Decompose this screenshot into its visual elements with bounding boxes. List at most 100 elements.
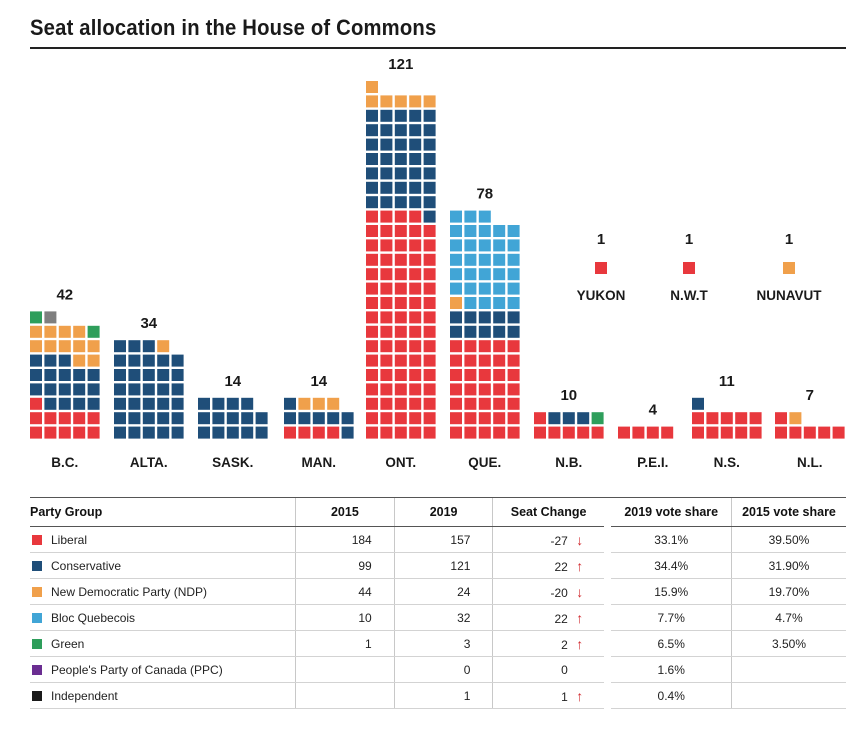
seat-square-liberal xyxy=(394,210,407,223)
header-2019: 2019 xyxy=(393,497,493,527)
seat-square-conservative xyxy=(128,383,141,396)
seat-square-liberal xyxy=(394,268,407,281)
seat-square-conservative xyxy=(73,397,86,410)
seat-square-ndp xyxy=(789,412,802,425)
province-label-n-s: N.S. xyxy=(714,455,740,470)
seat-square-liberal xyxy=(507,383,520,396)
seat-square-liberal xyxy=(507,397,520,410)
seat-square-liberal xyxy=(735,412,748,425)
seat-change-cell: 22 ↑ xyxy=(492,552,604,579)
seat-square-conservative xyxy=(142,369,155,381)
party-name: Liberal xyxy=(51,532,88,547)
seat-square-liberal xyxy=(493,354,506,367)
seat-square-conservative xyxy=(171,383,184,396)
seat-square-conservative xyxy=(157,397,170,410)
seat-square-conservative xyxy=(142,340,155,353)
vote-share-2019-cell: 33.1% xyxy=(611,526,732,553)
province-total-ont: 121 xyxy=(388,56,413,73)
seat-square-conservative xyxy=(171,426,184,439)
seat-square-liberal xyxy=(380,225,393,237)
seat-square-liberal xyxy=(478,340,491,353)
seat-square-liberal xyxy=(493,412,506,425)
vote-share-2019-cell: 0.4% xyxy=(611,682,732,709)
province-total-n-s: 11 xyxy=(719,373,735,390)
seat-square-bloc xyxy=(464,268,477,281)
seat-square-liberal xyxy=(44,412,57,425)
seat-square-conservative xyxy=(226,412,239,425)
seat-square-conservative xyxy=(284,412,296,425)
seat-square-liberal xyxy=(749,412,762,425)
seat-square-bloc xyxy=(507,297,520,309)
seat-square-bloc xyxy=(493,282,506,295)
header-2015-vote-share: 2015 vote share xyxy=(730,497,846,527)
seat-square-conservative xyxy=(171,354,184,367)
seat-square-bloc xyxy=(450,253,462,266)
seat-square-conservative xyxy=(212,426,225,439)
seat-square-bloc xyxy=(464,253,477,266)
seat-square-liberal xyxy=(73,426,86,439)
vote-share-2019-cell: 7.7% xyxy=(611,604,732,631)
seat-square-conservative xyxy=(409,181,422,194)
seat-square-conservative xyxy=(241,426,254,439)
province-total-que: 78 xyxy=(476,186,493,203)
vote-share-2019-cell: 34.4% xyxy=(611,552,732,579)
province-total-sask: 14 xyxy=(224,373,241,390)
vote-share-2015-cell: 39.50% xyxy=(730,526,846,553)
seat-square-conservative xyxy=(58,369,71,381)
seat-square-conservative xyxy=(128,426,141,439)
seat-square-liberal xyxy=(534,426,546,439)
seats-2019-cell: 24 xyxy=(393,578,493,605)
seat-square-conservative xyxy=(409,138,422,151)
table-row: People's Party of Canada (PPC) 0 0 1.6% xyxy=(30,656,846,683)
seat-square-conservative xyxy=(44,383,57,396)
seat-square-liberal xyxy=(464,369,477,381)
seat-square-liberal xyxy=(706,412,719,425)
vote-share-2015-cell xyxy=(730,682,846,709)
seat-square-liberal xyxy=(423,412,436,425)
change-arrow-icon: ↑ xyxy=(576,609,584,626)
vote-share-2015-cell: 3.50% xyxy=(730,630,846,657)
seat-square-conservative xyxy=(198,397,210,410)
seat-square-bloc xyxy=(478,282,491,295)
seat-square-ndp xyxy=(30,325,42,338)
party-cell: Conservative xyxy=(30,552,296,579)
seat-square-conservative xyxy=(114,412,126,425)
seat-square-conservative xyxy=(142,354,155,367)
seat-square-liberal xyxy=(380,210,393,223)
seat-square-liberal xyxy=(423,253,436,266)
seat-square-conservative xyxy=(255,412,268,425)
seat-square-liberal xyxy=(409,369,422,381)
seat-square-liberal xyxy=(618,426,630,439)
seat-square-liberal xyxy=(44,426,57,439)
seat-square-liberal xyxy=(394,253,407,266)
seat-square-ndp xyxy=(327,397,340,410)
seat-square-liberal xyxy=(423,383,436,396)
seat-square-conservative xyxy=(87,383,100,396)
seats-2019-cell: 1 xyxy=(393,682,493,709)
province-label-b-c: B.C. xyxy=(51,455,78,470)
seat-square-liberal xyxy=(327,426,340,439)
seat-square-bloc xyxy=(478,239,491,252)
seat-square-liberal xyxy=(507,354,520,367)
province-total-n-b: 10 xyxy=(560,387,577,404)
seat-square-liberal xyxy=(423,354,436,367)
seat-square-liberal xyxy=(423,239,436,252)
seat-square-liberal xyxy=(493,426,506,439)
seat-square-liberal xyxy=(423,225,436,237)
seat-square-liberal xyxy=(380,369,393,381)
seat-square-liberal xyxy=(380,253,393,266)
seat-square-liberal xyxy=(507,426,520,439)
seat-square-liberal xyxy=(478,369,491,381)
seat-change-cell: -27 ↓ xyxy=(492,526,604,553)
party-cell: Green xyxy=(30,630,296,657)
seat-square-liberal xyxy=(394,369,407,381)
seat-square-bloc xyxy=(493,225,506,237)
seat-change-cell: 22 ↑ xyxy=(492,604,604,631)
seat-square-conservative xyxy=(44,369,57,381)
seats-2015-cell: 10 xyxy=(295,604,395,631)
seat-square-liberal xyxy=(478,383,491,396)
seat-square-liberal xyxy=(423,311,436,324)
seat-square-liberal xyxy=(450,426,462,439)
seat-square-conservative xyxy=(341,426,354,439)
seat-square-conservative xyxy=(114,369,126,381)
